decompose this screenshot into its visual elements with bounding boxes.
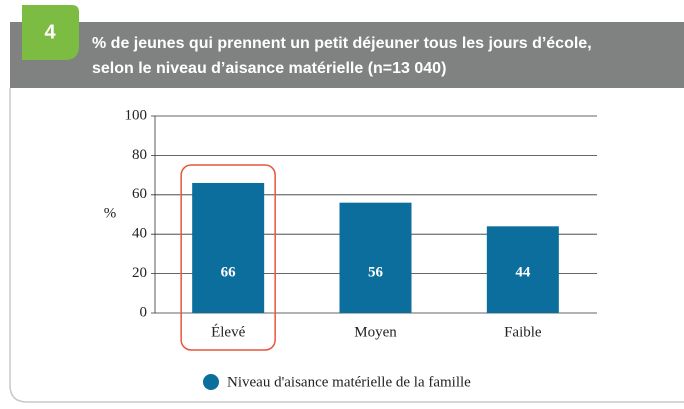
y-tick-label: 40 — [132, 226, 147, 242]
chart-title: selon le niveau d’aisance matérielle (n=… — [92, 60, 446, 77]
data-label: 56 — [368, 264, 384, 280]
y-tick-label: 0 — [140, 304, 148, 320]
legend-label: Niveau d'aisance matérielle de la famill… — [227, 374, 471, 390]
bar — [339, 202, 412, 313]
card-frame — [9, 88, 684, 403]
bar — [486, 226, 559, 313]
chart-title: % de jeunes qui prennent un petit déjeun… — [92, 35, 592, 52]
y-tick-label: 20 — [132, 265, 147, 281]
legend-marker — [203, 374, 219, 390]
y-tick-label: 80 — [132, 147, 147, 163]
y-axis-label: % — [104, 205, 117, 221]
data-label: 44 — [515, 264, 531, 280]
x-tick-label: Moyen — [354, 324, 397, 340]
highlight-box — [180, 164, 276, 351]
x-tick-label: Faible — [504, 324, 542, 340]
bar — [192, 182, 265, 313]
header-band — [10, 22, 684, 88]
figure-number: 4 — [44, 21, 56, 43]
figure-badge — [22, 5, 79, 60]
y-tick-label: 60 — [132, 186, 147, 202]
data-label: 66 — [221, 264, 237, 280]
y-tick-label: 100 — [125, 107, 148, 123]
x-tick-label: Élevé — [211, 323, 245, 340]
